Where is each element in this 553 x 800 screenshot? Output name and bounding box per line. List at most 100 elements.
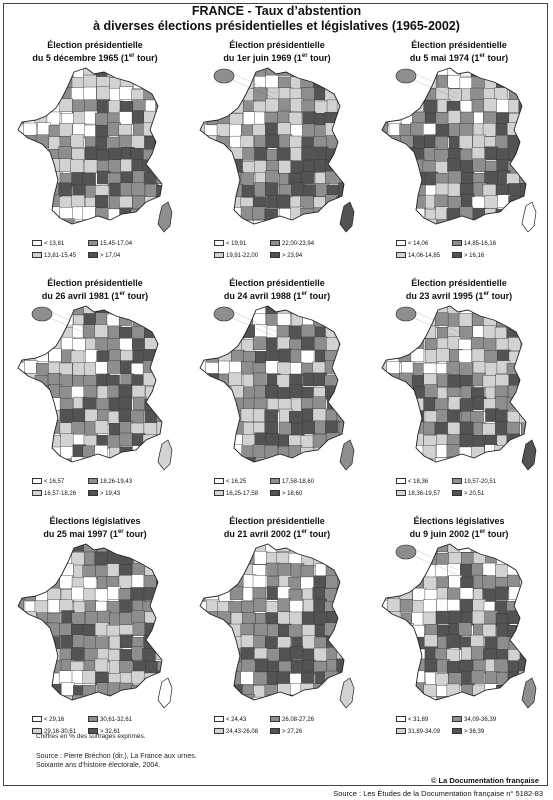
department-region [350,587,362,600]
map-title-line-1: Élection présidentielle [47,278,143,288]
legend-label: 26,08-27,26 [282,717,315,723]
paris-inset [31,306,53,322]
department-region [447,170,462,185]
department-region [156,409,162,424]
department-region [533,659,544,672]
department-region [157,306,162,315]
department-region [422,611,437,626]
department-region [131,232,144,236]
department-region [144,409,158,424]
department-region [60,563,74,577]
department-region [143,75,158,89]
department-region [25,68,39,77]
department-region [18,386,26,400]
department-region [206,683,221,698]
department-region [205,553,219,567]
map-title-line-1: Élections législatives [49,516,141,526]
department-region [482,325,497,339]
department-region [83,385,98,399]
department-region [12,469,24,474]
department-region [169,541,180,554]
department-region [107,563,121,577]
map-title: Élection présidentielle du 23 avril 1995 … [370,278,548,302]
figure-title: FRANCE - Taux d’abstention à diverses él… [0,4,553,34]
inset-leader-line [47,309,95,333]
department-region [509,233,522,236]
department-region [156,398,162,413]
department-region [157,336,162,350]
department-region [472,599,486,613]
department-region [18,68,27,76]
department-region [472,610,486,625]
department-region [400,470,413,474]
department-region [130,68,145,77]
department-region [200,671,209,686]
department-region [519,147,526,161]
title-line-1: FRANCE - Taux d’abstention [191,4,362,18]
department-region [230,562,244,577]
department-region [156,611,162,625]
legend-swatch [270,490,280,497]
department-region [401,208,415,223]
department-region [495,685,510,699]
department-region [447,220,461,224]
department-region [484,233,497,236]
department-region [382,306,390,315]
department-region [167,577,180,590]
department-region [18,636,25,650]
department-region [266,458,281,462]
department-region [411,208,425,222]
france-outline [381,67,527,225]
department-region [424,232,437,236]
department-region [70,350,85,364]
department-region [386,360,400,375]
department-region [200,601,207,615]
department-region [18,551,25,565]
department-region [200,421,207,435]
map-title: Élection présidentielle du 5 décembre 196… [6,40,184,64]
department-region [325,170,339,185]
department-region [376,470,388,474]
legend-swatch [270,728,280,735]
department-region [207,445,221,459]
department-region [109,469,122,474]
legend-swatch [396,716,406,723]
department-region [324,544,338,552]
department-region [254,324,268,338]
department-region [303,708,316,712]
department-region [36,219,50,224]
legend-label: < 24,43 [226,717,247,723]
department-region [399,232,412,236]
department-region [338,387,344,401]
department-region [217,433,232,448]
department-region [349,99,362,112]
department-region [254,147,268,161]
department-region [483,471,496,474]
map-legend: < 16,25 17,58-18,60 16,25-17,58 > 18,60 [214,478,364,508]
department-region [253,671,267,686]
department-region [533,87,544,100]
department-region [506,544,520,553]
department-region [142,544,156,555]
department-region [382,623,389,637]
department-region [200,99,208,113]
department-region [18,207,24,221]
department-region [120,458,134,462]
department-region [521,612,526,627]
department-region [533,125,544,138]
department-region [382,122,388,136]
department-region [82,564,96,579]
department-region [458,446,473,461]
department-region [447,374,461,389]
department-region [94,588,109,603]
choropleth-map [381,543,544,709]
department-region [266,218,280,224]
department-region [142,306,156,316]
department-region [34,647,49,662]
paris-inset [395,306,417,322]
department-region [230,551,245,566]
department-region [482,375,497,389]
department-region [206,649,221,663]
department-region [154,362,162,377]
department-region [36,399,50,413]
